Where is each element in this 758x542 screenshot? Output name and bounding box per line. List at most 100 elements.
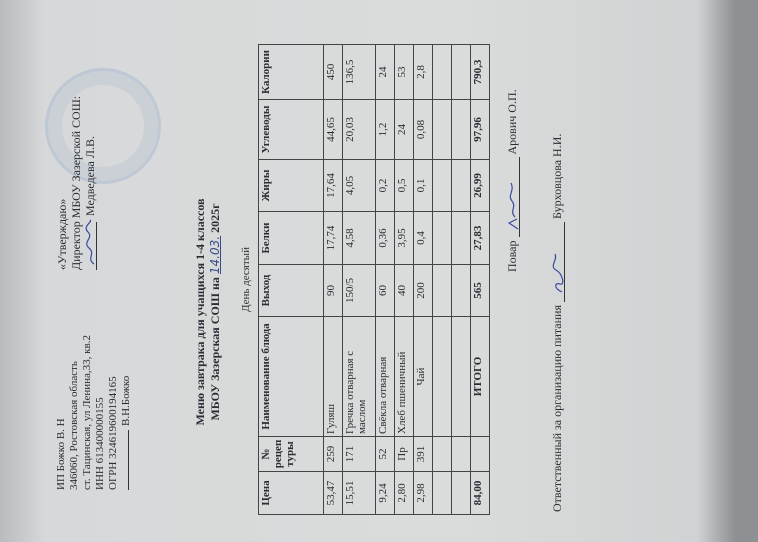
total-carbs: 97,96 — [470, 99, 490, 160]
cell-fats: 17,64 — [323, 159, 343, 212]
cell-price: 9,24 — [375, 471, 395, 515]
responsible-signature — [552, 222, 565, 302]
cell-carbs: 24 — [394, 99, 414, 160]
director-name: Медведева Л.В. — [83, 136, 97, 216]
title-line1: Меню завтрака для учащихся 1-4 классов — [193, 198, 207, 426]
cell-fats — [451, 159, 471, 212]
cell-proteins: 4,58 — [342, 211, 376, 265]
cell-dish: Свёкла отварная — [375, 316, 395, 437]
cell-fats: 0,1 — [413, 159, 433, 212]
table-header: Цена № рецептуры Наименование блюда Выхо… — [258, 44, 324, 515]
cook-signature-scribble — [507, 183, 519, 230]
issuer-ogrn: ОГРН 324619600194165 — [107, 376, 119, 490]
cell-carbs — [432, 99, 452, 160]
table-row: 2,98 391 Чай 200 0,4 0,1 0,08 2,8 — [413, 44, 433, 515]
cell-yield: 90 — [323, 264, 343, 317]
issuer-address: 346060, Ростовская область — [68, 361, 80, 490]
cell-dish: Чай — [413, 316, 433, 437]
cell-carbs: 20,03 — [342, 99, 376, 160]
cell-calories: 24 — [375, 44, 395, 100]
menu-year: 2025г — [208, 203, 222, 233]
table-row: 15,51 171 Гречка отварная с маслом 150/5 4,5… — [342, 44, 376, 515]
cell-fats — [432, 159, 452, 212]
cell-calories: 53 — [394, 44, 414, 100]
cell-recipe: Пр — [394, 436, 414, 472]
cell-fats: 0,5 — [394, 159, 414, 212]
menu-date: 14.03. — [208, 235, 222, 275]
col-fats: Жиры — [258, 159, 324, 212]
approval-block: «Утверждаю» Директор МБОУ Зазерской СОШ:… — [55, 96, 97, 270]
table-row — [432, 44, 452, 515]
issuer-block: ИП Божко В. Н 346060, Ростовская область… — [55, 335, 133, 490]
cook-name: Арович О.П. — [505, 89, 519, 155]
total-recipe — [470, 436, 490, 472]
total-calories: 790,3 — [470, 44, 490, 100]
cell-proteins: 3,95 — [394, 211, 414, 265]
cell-proteins: 0,4 — [413, 211, 433, 265]
cell-dish: Гречка отварная с маслом — [342, 316, 376, 437]
col-carbs: Углеводы — [258, 99, 324, 160]
cell-proteins — [451, 211, 471, 265]
table-row: 2,80 Пр Хлеб пшеничный 40 3,95 0,5 24 53 — [394, 44, 414, 515]
issuer-inn: ИНН 613400000155 — [94, 397, 106, 490]
cell-carbs: 0,08 — [413, 99, 433, 160]
cell-price: 2,80 — [394, 471, 414, 515]
cell-price — [432, 471, 452, 515]
cell-dish: Гуляш — [323, 316, 343, 437]
day-label: День десятый — [240, 247, 252, 312]
responsible-label: Ответственный за организацию питания — [550, 305, 564, 512]
cell-dish: Хлеб пшеничный — [394, 316, 414, 437]
cell-yield — [451, 264, 471, 317]
responsible-signature-block: Ответственный за организацию питания Бур… — [550, 134, 565, 512]
cell-proteins — [432, 211, 452, 265]
issuer-signature-name: В.Н.Божко — [120, 375, 132, 426]
cell-carbs — [451, 99, 471, 160]
cell-fats: 4,05 — [342, 159, 376, 212]
total-label: ИТОГО — [470, 316, 490, 437]
issuer-name: ИП Божко В. Н — [55, 418, 67, 490]
total-row: 84,00 ИТОГО 565 27,83 26,99 97,96 790,3 — [470, 44, 490, 515]
cell-calories: 136,5 — [342, 44, 376, 100]
cell-yield: 150/5 — [342, 264, 376, 317]
total-price: 84,00 — [470, 471, 490, 515]
signature-line — [128, 430, 129, 490]
table-row: 9,24 52 Свёкла отварная 60 0,36 0,2 1,2 24 — [375, 44, 395, 515]
total-yield: 565 — [470, 264, 490, 317]
cell-recipe: 259 — [323, 436, 343, 472]
cell-calories — [432, 44, 452, 100]
cell-price — [451, 471, 471, 515]
cell-dish — [432, 316, 452, 437]
page-title: Меню завтрака для учащихся 1-4 классов М… — [193, 122, 223, 502]
cell-proteins: 0,36 — [375, 211, 395, 265]
total-fats: 26,99 — [470, 159, 490, 212]
cell-calories — [451, 44, 471, 100]
cell-yield: 200 — [413, 264, 433, 317]
director-signature — [84, 219, 97, 270]
col-calories: Калории — [258, 44, 324, 100]
cell-recipe: 52 — [375, 436, 395, 472]
cell-yield: 40 — [394, 264, 414, 317]
cell-carbs: 1,2 — [375, 99, 395, 160]
approval-position: Директор МБОУ Зазерской СОШ: — [69, 95, 83, 270]
cell-carbs: 44,65 — [323, 99, 343, 160]
col-yield: Выход — [258, 264, 324, 317]
cook-label: Повар — [505, 240, 519, 273]
cook-signature-block: Повар Арович О.П. — [505, 89, 520, 272]
cell-price: 2,98 — [413, 471, 433, 515]
cell-price: 53,47 — [323, 471, 343, 515]
cell-recipe — [451, 436, 471, 472]
col-price: Цена — [258, 471, 324, 515]
issuer-street: ст. Тацинская, ул Ленина,33, кв.2 — [81, 335, 93, 490]
responsible-name: Бурховцова Н.И. — [550, 133, 564, 219]
table-row: 53,47 259 Гуляш 90 17,74 17,64 44,65 450 — [323, 44, 343, 515]
cook-signature — [507, 157, 520, 238]
total-proteins: 27,83 — [470, 211, 490, 265]
table-row — [451, 44, 471, 515]
cell-recipe: 391 — [413, 436, 433, 472]
cell-yield — [432, 264, 452, 317]
cell-calories: 450 — [323, 44, 343, 100]
cell-proteins: 17,74 — [323, 211, 343, 265]
col-proteins: Белки — [258, 211, 324, 265]
